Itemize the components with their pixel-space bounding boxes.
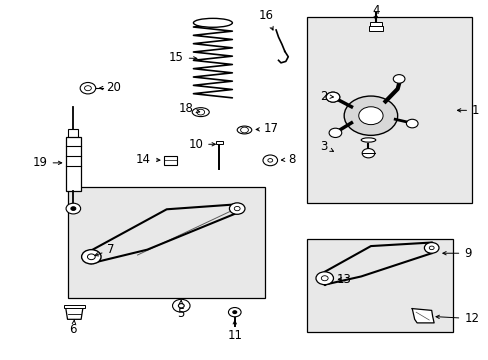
- Text: 6: 6: [69, 320, 77, 336]
- Polygon shape: [65, 307, 83, 319]
- Circle shape: [81, 249, 101, 264]
- Bar: [163, 156, 177, 165]
- Circle shape: [80, 82, 96, 94]
- Bar: [65, 137, 81, 191]
- Text: 13: 13: [336, 273, 351, 286]
- Text: 8: 8: [281, 153, 295, 166]
- Circle shape: [328, 128, 341, 138]
- Circle shape: [325, 92, 339, 102]
- Text: 1: 1: [456, 104, 479, 117]
- Text: 9: 9: [442, 247, 471, 260]
- Text: 12: 12: [435, 312, 478, 325]
- Circle shape: [240, 127, 248, 133]
- Bar: [368, 26, 382, 31]
- Text: 7: 7: [95, 243, 115, 256]
- Circle shape: [232, 311, 236, 314]
- Circle shape: [178, 303, 184, 308]
- Circle shape: [229, 203, 244, 214]
- Text: 17: 17: [256, 122, 278, 135]
- Bar: [306, 239, 452, 332]
- Circle shape: [325, 92, 339, 102]
- Circle shape: [424, 243, 438, 253]
- Circle shape: [344, 96, 397, 135]
- Text: 10: 10: [188, 138, 215, 151]
- Circle shape: [321, 276, 327, 281]
- Circle shape: [362, 149, 374, 158]
- Text: 18: 18: [178, 102, 199, 115]
- Circle shape: [71, 207, 76, 210]
- Bar: [63, 305, 85, 308]
- Bar: [68, 187, 265, 298]
- Polygon shape: [411, 309, 433, 323]
- Text: 3: 3: [319, 140, 333, 153]
- Text: 5: 5: [176, 300, 183, 320]
- Circle shape: [66, 203, 81, 214]
- Text: 11: 11: [227, 321, 242, 342]
- Circle shape: [228, 307, 241, 317]
- Circle shape: [197, 109, 204, 115]
- Text: 14: 14: [136, 153, 160, 166]
- Ellipse shape: [361, 138, 375, 142]
- Ellipse shape: [237, 126, 251, 134]
- Bar: [68, 129, 78, 139]
- Circle shape: [267, 158, 272, 162]
- Ellipse shape: [193, 18, 232, 27]
- Circle shape: [234, 206, 240, 211]
- Circle shape: [84, 86, 91, 91]
- Ellipse shape: [192, 108, 209, 117]
- Circle shape: [428, 246, 433, 249]
- Circle shape: [406, 119, 417, 128]
- Text: 20: 20: [100, 81, 121, 94]
- Circle shape: [172, 299, 190, 312]
- Circle shape: [315, 272, 333, 285]
- Circle shape: [263, 155, 277, 166]
- Bar: [306, 18, 471, 203]
- Bar: [369, 22, 381, 26]
- Text: 4: 4: [371, 4, 379, 20]
- Text: 15: 15: [168, 51, 197, 64]
- Text: 19: 19: [33, 156, 61, 169]
- Text: 2: 2: [319, 90, 333, 103]
- Circle shape: [358, 107, 382, 125]
- Circle shape: [392, 75, 404, 83]
- Text: 16: 16: [258, 9, 273, 30]
- Bar: [215, 141, 222, 144]
- Circle shape: [87, 254, 95, 260]
